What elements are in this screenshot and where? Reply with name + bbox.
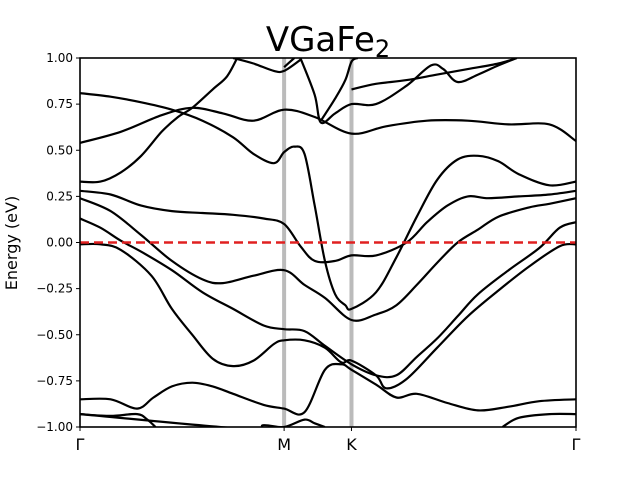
y-tick-label: 0.25: [46, 189, 73, 203]
plot-frame: [79, 57, 577, 428]
band-line: [501, 412, 576, 427]
kpoint-label: Γ: [76, 435, 85, 454]
band-line: [80, 362, 576, 416]
band-line: [80, 217, 576, 379]
band-line: [80, 197, 576, 322]
band-line: [80, 189, 576, 264]
kpoint-label: K: [346, 435, 357, 454]
band-line: [80, 92, 576, 311]
kpoint-label: M: [277, 435, 291, 454]
bands: [80, 58, 576, 427]
y-tick-label: 1.00: [46, 51, 73, 65]
band-line: [351, 58, 518, 91]
y-axis-ticks: −1.00 −0.75 −0.50 −0.25 0.00 0.25 0.50 0.75 1.00: [36, 51, 80, 434]
band-line: [80, 242, 576, 390]
y-tick-label: 0.00: [46, 236, 73, 250]
chart-title: VGaFe2: [266, 20, 390, 63]
band-line: [319, 58, 359, 122]
band-line: [80, 58, 239, 184]
y-axis-label: Energy (eV): [2, 196, 21, 290]
y-tick-label: −1.00: [36, 420, 73, 434]
y-tick-label: −0.75: [36, 374, 73, 388]
band-line: [80, 106, 576, 144]
y-tick-label: 0.50: [46, 143, 73, 157]
y-tick-label: −0.50: [36, 328, 73, 342]
band-line: [232, 58, 302, 74]
band-line: [299, 58, 518, 125]
y-tick-label: −0.25: [36, 282, 73, 296]
y-tick-label: 0.75: [46, 97, 73, 111]
chart-title-subscript: 2: [375, 35, 390, 63]
band-line: [80, 413, 326, 427]
kpoint-label: Γ: [572, 435, 581, 454]
